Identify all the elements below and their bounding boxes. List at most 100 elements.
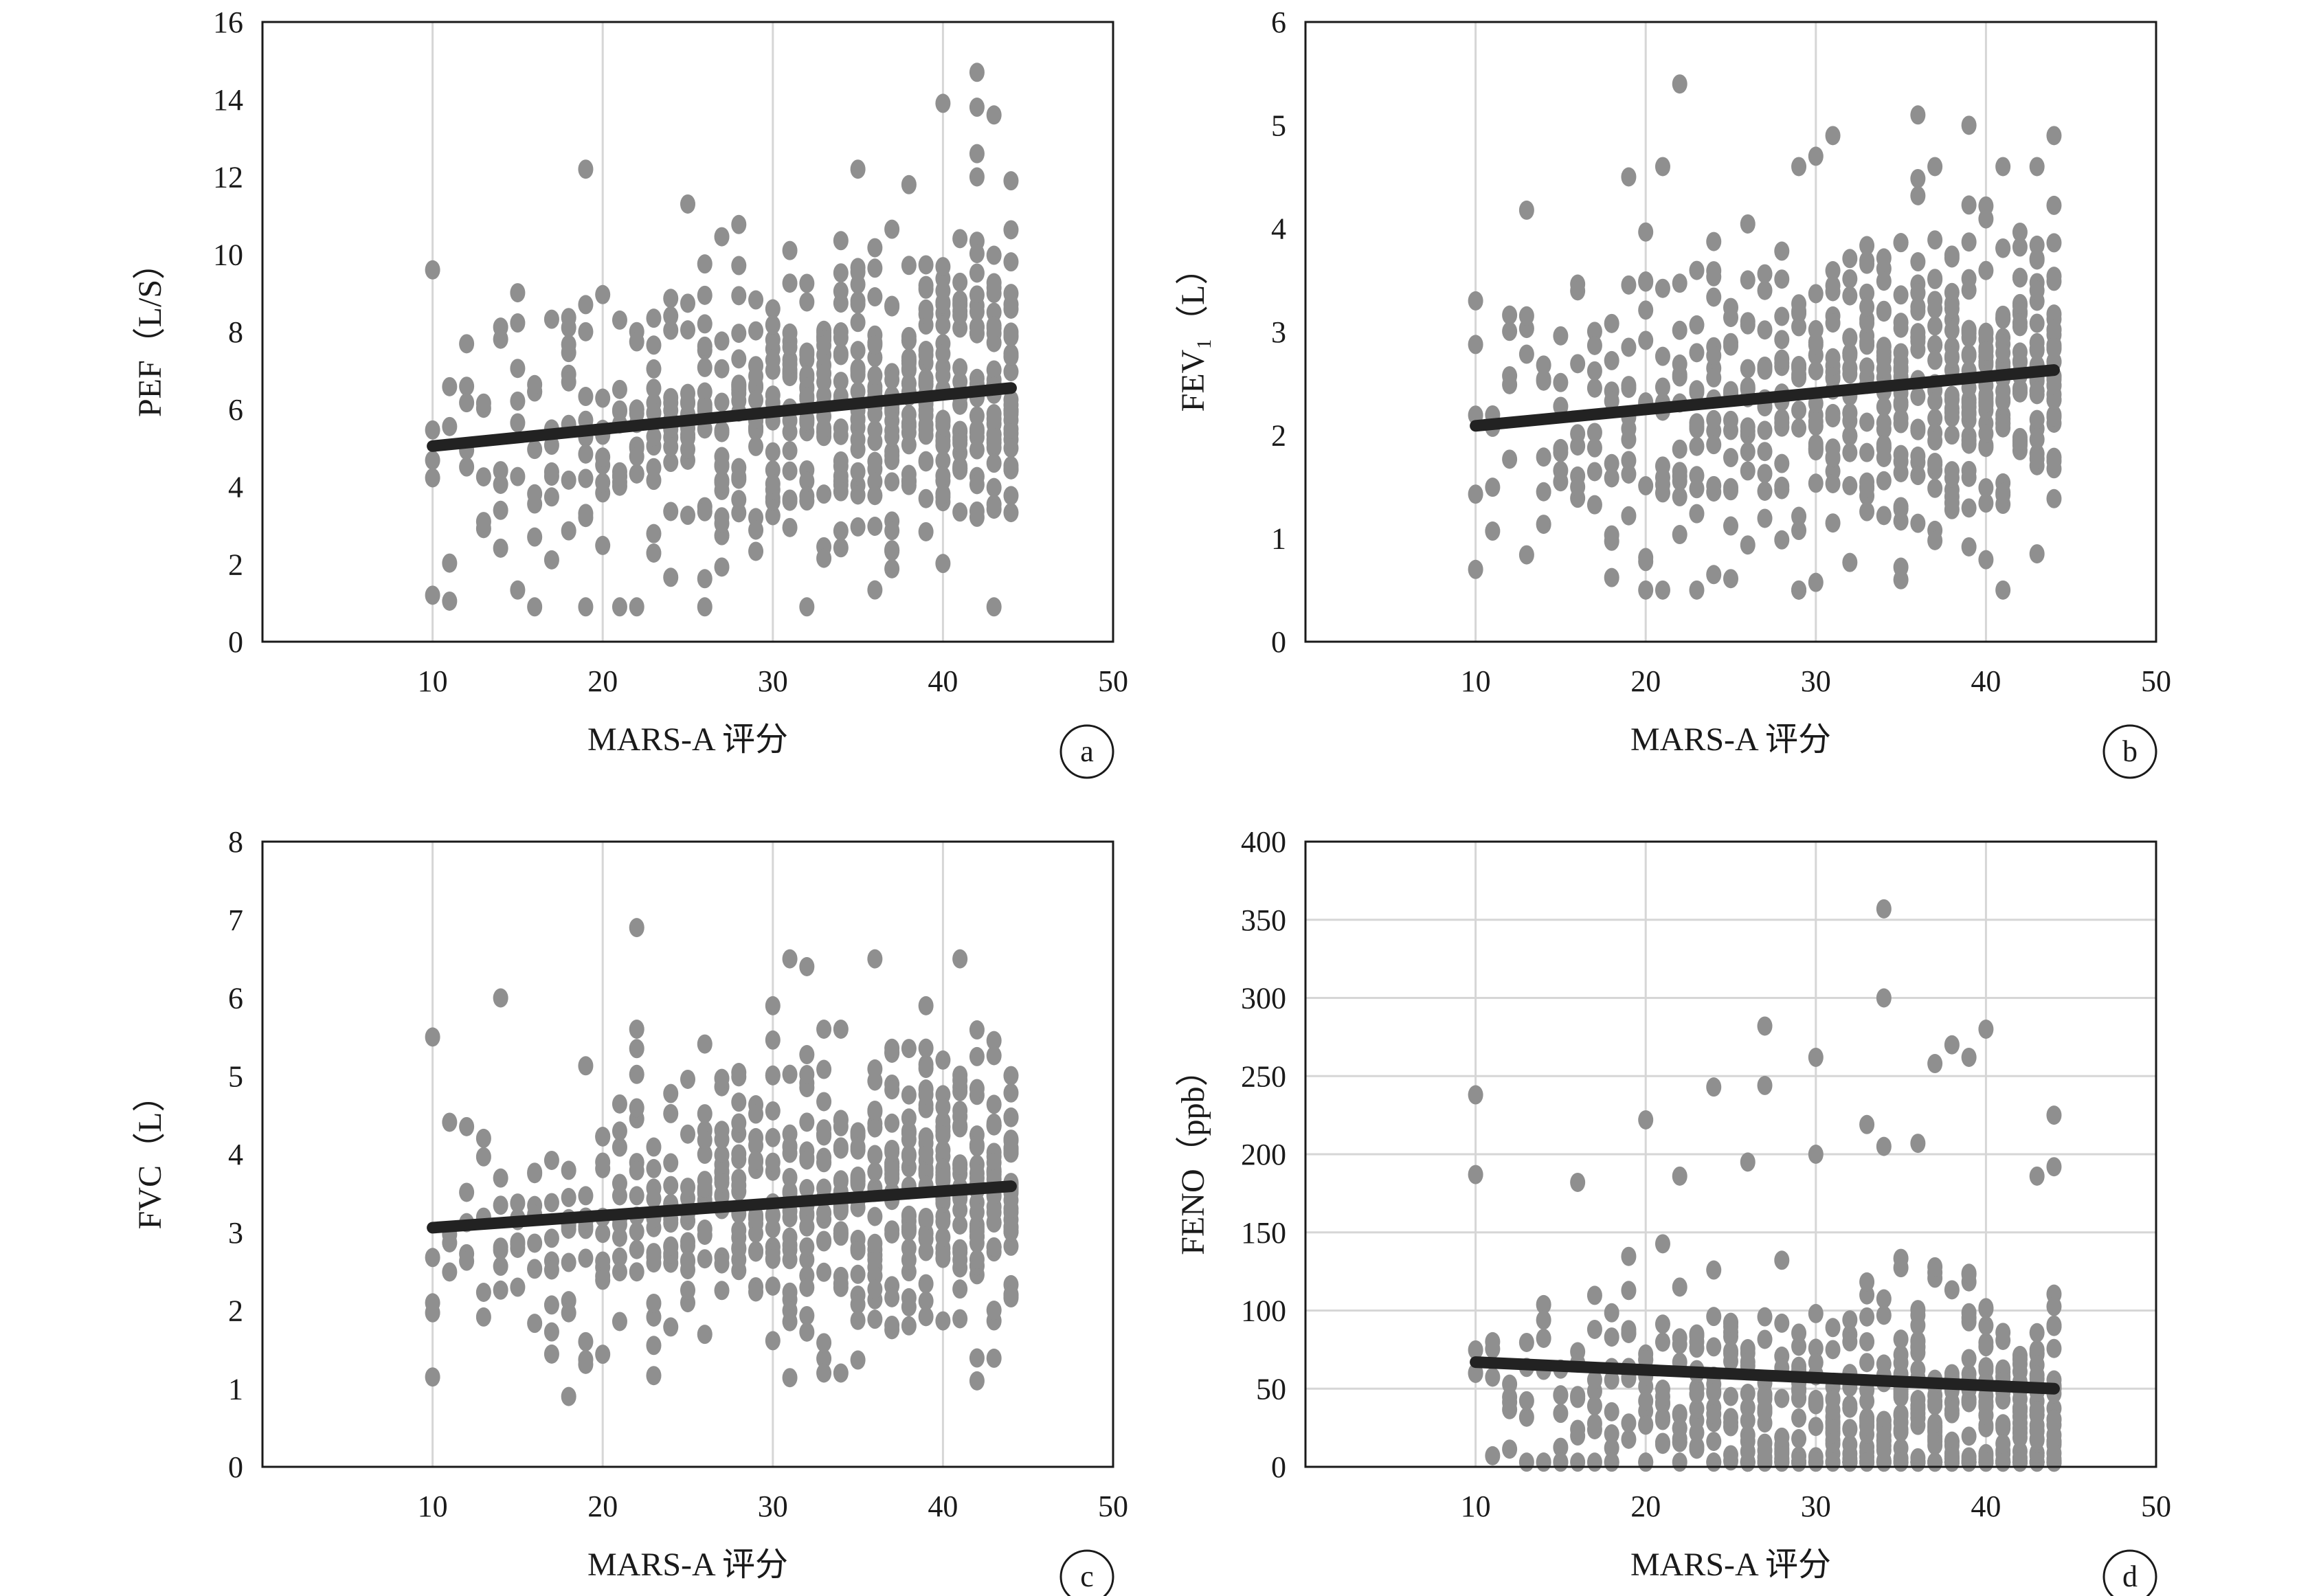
data-point [646,1293,662,1313]
data-point [1570,1172,1586,1192]
data-point [1672,467,1687,486]
x-tick-label: 20 [587,664,618,698]
data-point [1893,1452,1909,1472]
data-point [1553,1437,1569,1457]
x-tick-label: 10 [1461,1490,1491,1523]
data-point [1757,1016,1773,1036]
data-point [1536,1310,1551,1330]
data-point [969,1020,985,1040]
data-point [493,1195,508,1215]
data-point [442,591,458,611]
data-point [2046,451,2062,471]
data-point [782,422,798,442]
data-point [527,597,543,617]
data-point [714,557,730,577]
data-point [663,1083,679,1103]
data-point [629,1262,644,1282]
data-point [816,1333,832,1353]
data-point [1842,1332,1858,1352]
data-point [1893,313,1909,333]
data-point [475,512,491,532]
y-tick-label: 0 [228,625,243,659]
data-point [1910,513,1926,533]
trend-line [1470,364,2060,432]
data-point [629,1064,644,1084]
data-point [2012,267,2028,287]
data-point [1502,449,1518,469]
data-point [1604,391,1619,411]
data-point [986,1031,1002,1050]
data-point [493,461,508,481]
data-point [748,1127,764,1147]
data-point [884,1038,900,1058]
data-point [1586,1396,1602,1416]
data-point [1791,317,1807,337]
data-point [969,63,985,82]
data-point [1995,1390,2011,1410]
x-tick-label: 30 [1801,664,1831,698]
data-point [543,1322,559,1342]
data-point [816,1092,832,1112]
y-tick-label: 1 [1271,522,1286,556]
data-point [2046,335,2062,355]
data-point [952,1250,968,1270]
y-tick-label: 5 [228,1059,243,1093]
data-point [833,281,849,301]
data-point [867,472,883,492]
data-point [663,1176,679,1195]
data-point [1723,308,1738,328]
data-point [935,1211,951,1231]
data-point [2029,1452,2045,1472]
data-point [850,1241,866,1261]
data-point [1003,456,1019,475]
data-point [986,1213,1002,1233]
data-point [731,1176,747,1195]
data-point [765,1331,781,1351]
data-point [1003,295,1019,315]
x-tick-label: 50 [1098,664,1128,698]
data-point [2029,409,2045,429]
y-tick-label: 8 [228,825,243,859]
data-point [1808,146,1824,166]
data-point [748,1150,764,1170]
data-point [1003,390,1019,409]
data-point [493,474,508,494]
data-point [850,1350,866,1370]
data-point [2029,1365,2045,1385]
data-point [646,1336,662,1356]
data-point [816,1059,832,1079]
data-point [1003,1066,1019,1086]
data-point [612,1247,627,1267]
data-point [527,1164,543,1184]
data-point [986,360,1002,380]
data-point [1893,1422,1909,1442]
data-point [969,1079,985,1099]
data-point [2029,333,2045,352]
data-point [1586,1319,1602,1339]
data-point [1518,1452,1534,1472]
data-point [1604,1327,1619,1347]
panel-label-circle [1059,1549,1114,1596]
data-point [1910,1399,1926,1419]
data-point [986,425,1002,445]
data-point [935,484,951,504]
data-point [1876,1426,1892,1446]
data-point [2029,1400,2045,1419]
data-point [1808,1047,1824,1067]
y-tick-label: 150 [1241,1216,1286,1250]
data-point [2046,488,2062,508]
data-point [799,1150,815,1170]
data-point [833,521,849,541]
data-point [867,1266,883,1285]
data-point [918,1059,934,1079]
data-point [1468,559,1483,579]
data-point [918,1274,934,1294]
data-point [1944,1280,1960,1300]
data-point [1723,1344,1738,1364]
data-point [1825,1452,1841,1472]
y-tick-label: 12 [213,161,243,194]
data-point [884,472,900,492]
data-point [493,1168,508,1188]
data-point [595,1345,611,1364]
data-point [1876,1136,1892,1156]
